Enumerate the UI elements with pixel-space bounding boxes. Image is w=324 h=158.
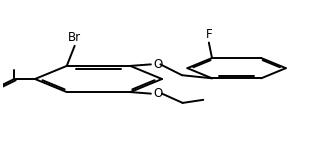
- Text: O: O: [154, 87, 163, 100]
- Text: F: F: [205, 28, 212, 41]
- Text: Br: Br: [68, 31, 81, 44]
- Text: O: O: [154, 58, 163, 71]
